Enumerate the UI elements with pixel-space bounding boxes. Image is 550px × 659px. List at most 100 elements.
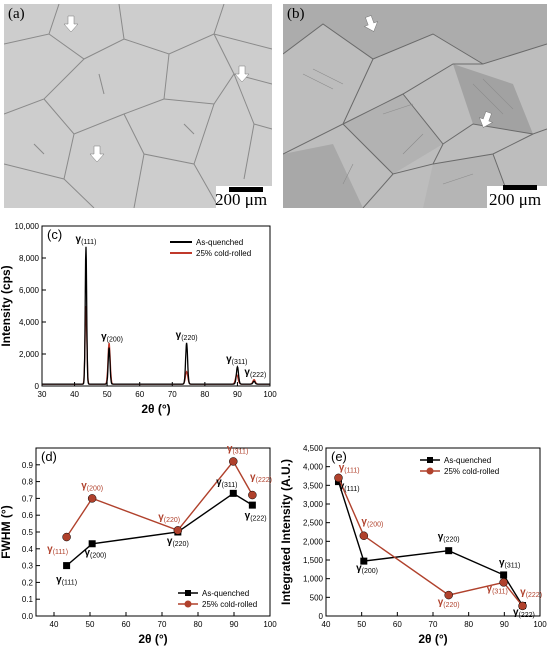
data-point-circle [359, 531, 369, 540]
x-tick-label: 80 [464, 620, 473, 629]
series-line-cold-rolled [337, 477, 524, 607]
y-tick-label: 8,000 [19, 254, 40, 263]
x-tick-label: 90 [500, 620, 509, 629]
data-point-square [229, 489, 237, 497]
micrograph-b: (b) 200 μm [283, 4, 547, 208]
arrow-marker [478, 111, 494, 128]
arrow-marker [89, 145, 105, 163]
y-tick-label: 10,000 [15, 222, 40, 231]
y-tick-label: 0.6 [22, 511, 34, 520]
y-axis-label: Intensity (cps) [0, 265, 13, 346]
scale-text-b: 200 μm [489, 190, 542, 208]
peak-label: γ(200) [361, 517, 383, 529]
scale-bar-a [229, 187, 263, 192]
x-tick-label: 100 [263, 620, 277, 629]
legend-label: As-quenched [444, 456, 491, 465]
y-tick-label: 0.3 [22, 562, 34, 571]
x-tick-label: 60 [393, 620, 402, 629]
integrated-intensity-chart: 40 50 60 70 80 90 100 0 500 1,000 1,500 2,000 2,500 3… [279, 444, 547, 646]
peak-label: γ(200) [101, 332, 123, 344]
y-tick-label: 0.7 [22, 494, 34, 503]
panel-label: (c) [47, 227, 62, 242]
plot-frame [41, 225, 271, 387]
panel-label-b: (b) [287, 6, 305, 22]
x-tick-label: 70 [158, 620, 167, 629]
peak-label: γ(220) [438, 531, 460, 543]
peak-label: γ(311) [227, 443, 248, 455]
grain-structure-b [283, 4, 547, 208]
y-tick-label: 3,500 [303, 481, 324, 490]
peak-label: γ(200) [356, 563, 378, 575]
legend-label: As-quenched [202, 589, 249, 598]
data-point-square [360, 557, 368, 565]
legend-marker [426, 467, 434, 475]
y-tick-label: 3,000 [303, 500, 324, 509]
x-tick-label: 50 [357, 620, 366, 629]
x-tick-label: 50 [103, 390, 112, 399]
x-tick-label: 100 [263, 390, 277, 399]
data-point-square [445, 547, 453, 555]
peak-label: γ(311) [487, 584, 508, 596]
peak-label: γ(111) [339, 462, 360, 474]
y-tick-label: 2,500 [303, 519, 324, 528]
peak-label: γ(220) [438, 597, 460, 609]
x-axis-label: 2θ (°) [418, 632, 447, 646]
y-tick-label: 0.9 [22, 461, 34, 470]
legend-marker [185, 590, 191, 596]
scale-bar-b [503, 185, 537, 190]
scale-box-b [487, 186, 547, 208]
scale-text-a: 200 μm [215, 190, 268, 208]
legend-marker [184, 600, 192, 608]
y-tick-label: 0.1 [22, 595, 34, 604]
arrow-marker [363, 15, 379, 32]
panel-label: (e) [331, 449, 347, 464]
x-tick-label: 90 [230, 620, 239, 629]
arrow-marker [63, 15, 79, 33]
peak-label: γ(222) [250, 472, 272, 484]
data-point-circle [173, 526, 183, 535]
grain-boundaries-a [4, 4, 272, 208]
y-tick-label: 500 [310, 593, 324, 602]
series-line-as-quenched [337, 481, 524, 606]
y-tick-label: 0 [35, 382, 40, 391]
x-tick-label: 40 [50, 620, 59, 629]
x-tick-label: 30 [38, 390, 47, 399]
data-point-circle [87, 494, 97, 503]
y-tick-label: 4,000 [303, 463, 324, 472]
legend-label: 25% cold-rolled [196, 249, 251, 258]
peak-label: γ(200) [84, 548, 106, 560]
y-tick-label: 2,000 [303, 537, 324, 546]
x-tick-label: 80 [194, 620, 203, 629]
x-axis-label: 2θ (°) [138, 632, 167, 646]
data-point-circle [229, 457, 238, 466]
data-point-circle [248, 490, 257, 500]
peak-label: γ(311) [499, 558, 520, 570]
data-point-square [500, 571, 508, 579]
data-point-circle [334, 473, 343, 483]
data-point-circle [518, 601, 527, 611]
x-tick-label: 50 [86, 620, 95, 629]
fwhm-chart: 40 50 60 70 80 90 100 0.0 0.1 0.2 0.3 0.4 0.5 0.6 0.7 0… [0, 443, 277, 646]
data-point-square [63, 562, 71, 570]
peak-label: γ(111) [56, 574, 77, 586]
x-tick-label: 70 [168, 390, 177, 399]
peak-label: γ(200) [81, 480, 103, 492]
y-tick-label: 4,500 [303, 444, 324, 453]
data-point-circle [62, 532, 71, 542]
peak-label: γ(220) [167, 536, 189, 548]
legend-label: 25% cold-rolled [444, 467, 499, 476]
x-tick-label: 100 [533, 620, 547, 629]
panel-label-a: (a) [8, 6, 25, 22]
x-tick-label: 60 [122, 620, 131, 629]
legend-marker [427, 457, 433, 463]
xrd-chart: 30 40 50 60 70 80 90 100 0 2,000 4,000 6,000 8,000 10… [0, 222, 277, 416]
x-tick-label: 60 [135, 390, 144, 399]
data-point-square [88, 540, 96, 548]
legend-label: As-quenched [196, 238, 243, 247]
series-line-cold-rolled [42, 305, 270, 385]
y-tick-label: 0.8 [22, 478, 34, 487]
y-axis-label: FWHM (°) [0, 505, 13, 558]
peak-label: γ(111) [76, 234, 97, 246]
y-tick-label: 0 [319, 612, 324, 621]
y-tick-label: 0.0 [22, 612, 34, 621]
